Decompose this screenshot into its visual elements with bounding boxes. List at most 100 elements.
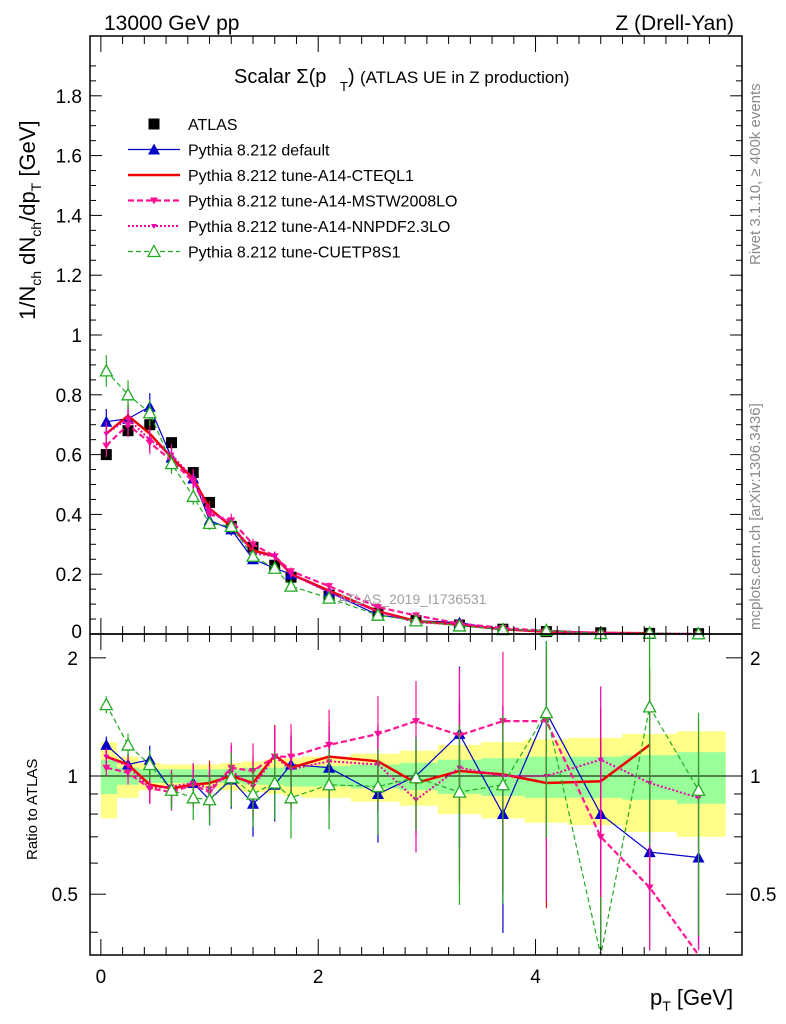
plot-title-sub: T [340,79,348,94]
data-point [190,476,197,482]
legend-label: Pythia 8.212 tune-CUETP8S1 [188,245,401,262]
y-tick-label: 0.2 [56,565,82,586]
ratio-point [102,764,111,772]
y-tick-label: 1.6 [56,147,82,168]
ratio-tick-label-right: 2 [750,649,761,670]
ratio-y-label: Ratio to ATLAS [24,759,41,860]
data-point [691,626,706,640]
x-tick-label: 2 [313,967,324,988]
ratio-point [691,782,706,796]
x-tick-label: 4 [530,967,541,988]
ratio-point [245,786,261,800]
ratio-tick-label-right: 0.5 [750,885,776,906]
data-point [370,607,386,621]
ratio-panel [99,634,706,956]
legend-marker [146,244,162,258]
ratio-point [597,757,604,763]
ratio-point [452,784,467,798]
ratio-point [495,777,511,791]
legend-label: Pythia 8.212 tune-A14-CTEQL1 [188,168,414,185]
data-point [100,415,113,427]
ratio-frame [89,633,743,956]
main-panel [99,355,706,640]
data-point [408,613,424,627]
plot-title: Scalar Σ(p T ) (ATLAS UE in Z production… [234,66,569,94]
ratio-point [412,718,420,726]
side-label-top: Rivet 3.1.10, ≥ 400k events [747,83,764,265]
data-point [267,560,282,574]
y-tick-label: 0.4 [56,505,83,526]
y-tick-label: 0.6 [56,446,82,467]
y-axis-label: 1/Nch dNch/dpT [GeV] [15,120,44,320]
ratio-point [283,790,299,804]
data-point [103,431,110,437]
series-5 [99,355,706,640]
ratio-tick-label-left: 1 [67,767,78,788]
ratio-point [321,777,337,791]
data-point [102,442,111,450]
legend-label: ATLAS [188,117,238,134]
y-tick-label: 1 [71,326,82,347]
ratio-point [146,786,153,792]
ratio-point [408,770,424,784]
ratio-point [267,775,282,789]
plot-title-close: ) [348,66,355,88]
ratio-tick-label-left: 2 [67,649,78,670]
data-point [146,437,153,443]
ratio-point [224,770,239,784]
data-point [166,437,177,449]
ratio-point [100,738,113,750]
data-point [373,604,382,612]
ratio-tick-label-right: 1 [750,767,761,788]
svg-text:pT [GeV]: pT [GeV] [650,985,733,1014]
y-tick-label: 0.8 [56,386,82,407]
legend-label: Pythia 8.212 default [188,143,330,160]
ratio-point [142,757,157,771]
data-point [321,590,337,604]
y-tick-label: 1.8 [56,87,82,108]
legend-label: Pythia 8.212 tune-A14-NNPDF2.3LO [188,219,450,236]
watermark: ATLAS_2019_I1736531 [338,591,487,607]
side-label-bottom: mcplots.cern.ch [arXiv:1306.3436] [747,403,764,630]
ratio-point [539,705,554,719]
plot-title-rest: (ATLAS UE in Z production) [360,68,569,87]
ratio-point [103,754,110,760]
legend-label: Pythia 8.212 tune-A14-MSTW2008LO [188,194,457,211]
ratio-band-inner [568,756,623,798]
ratio-point [164,782,179,796]
y-tick-label: 1.4 [56,206,83,227]
axes: 0.2 0.4 0.6 0.8 1 1.2 1.4 1.6 1.8 0 0 2 4 0.5 0.5 1 1 2 2 [52,35,776,988]
legend-marker [150,197,158,205]
x-axis-label: pT [GeV] [650,985,733,1014]
data-point [325,583,334,591]
legend-marker [151,224,157,229]
ratio-point [202,792,217,806]
plot-title-main: Scalar Σ(p [234,66,326,88]
ratio-point [120,737,136,751]
ratio-point [370,779,386,793]
data-point [283,578,299,592]
y-tick-label: 1.2 [56,266,82,287]
data-point [206,509,213,515]
data-point [202,516,217,530]
x-tick-label: 0 [96,967,107,988]
legend-marker [148,143,160,155]
data-point [271,554,278,560]
ratio-tick-label-left: 0.5 [52,885,78,906]
data-point [249,541,257,549]
header-right: Z (Drell-Yan) [615,12,734,35]
data-point [99,363,114,377]
ratio-point [642,699,657,713]
data-point [186,489,201,503]
data-point [539,623,554,637]
ratio-point [99,697,114,711]
data-point [164,456,179,470]
data-point [452,618,467,632]
data-point [245,548,261,562]
ratio-point [125,764,132,770]
y-tick-label-zero: 0 [71,622,82,643]
svg-text:1/Nch dNch/dpT [GeV]: 1/Nch dNch/dpT [GeV] [15,120,44,320]
data-point [224,519,239,533]
ratio-point [186,790,201,804]
